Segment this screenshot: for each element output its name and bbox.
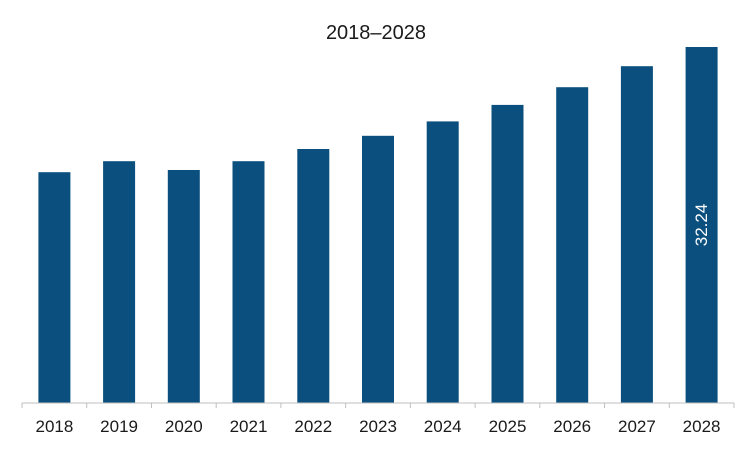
- x-tick-label-2018: 2018: [35, 417, 73, 436]
- bar-2020: [167, 170, 200, 403]
- data-label-2028: 32.24: [692, 204, 711, 247]
- bar-2028: [685, 47, 718, 403]
- x-tick-label-2019: 2019: [100, 417, 138, 436]
- bar-2023: [362, 135, 394, 404]
- chart-title: 2018–2028: [326, 22, 426, 44]
- x-tick-label-2021: 2021: [230, 417, 268, 436]
- bars-group: [38, 47, 718, 404]
- bar-2018: [38, 172, 71, 403]
- bar-2026: [556, 87, 589, 403]
- bar-2025: [491, 104, 524, 404]
- bar-2024: [426, 121, 459, 404]
- bar-2019: [103, 161, 136, 403]
- x-tick-label-2028: 2028: [683, 417, 721, 436]
- bar-2022: [297, 149, 330, 403]
- x-tick-label-2022: 2022: [294, 417, 332, 436]
- x-tick-label-2020: 2020: [165, 417, 203, 436]
- x-axis-ticks: [21, 403, 735, 408]
- x-tick-label-2027: 2027: [618, 417, 656, 436]
- bar-2021: [232, 161, 265, 403]
- bar-2027: [620, 66, 653, 403]
- data-labels: 32.24: [692, 204, 711, 247]
- x-tick-label-2025: 2025: [489, 417, 527, 436]
- x-tick-label-2023: 2023: [359, 417, 397, 436]
- x-tick-label-2026: 2026: [553, 417, 591, 436]
- x-tick-label-2024: 2024: [424, 417, 462, 436]
- x-axis-labels: 2018 2019 2020 2021 2022 2023 2024 2025 2026 2027…: [35, 417, 720, 436]
